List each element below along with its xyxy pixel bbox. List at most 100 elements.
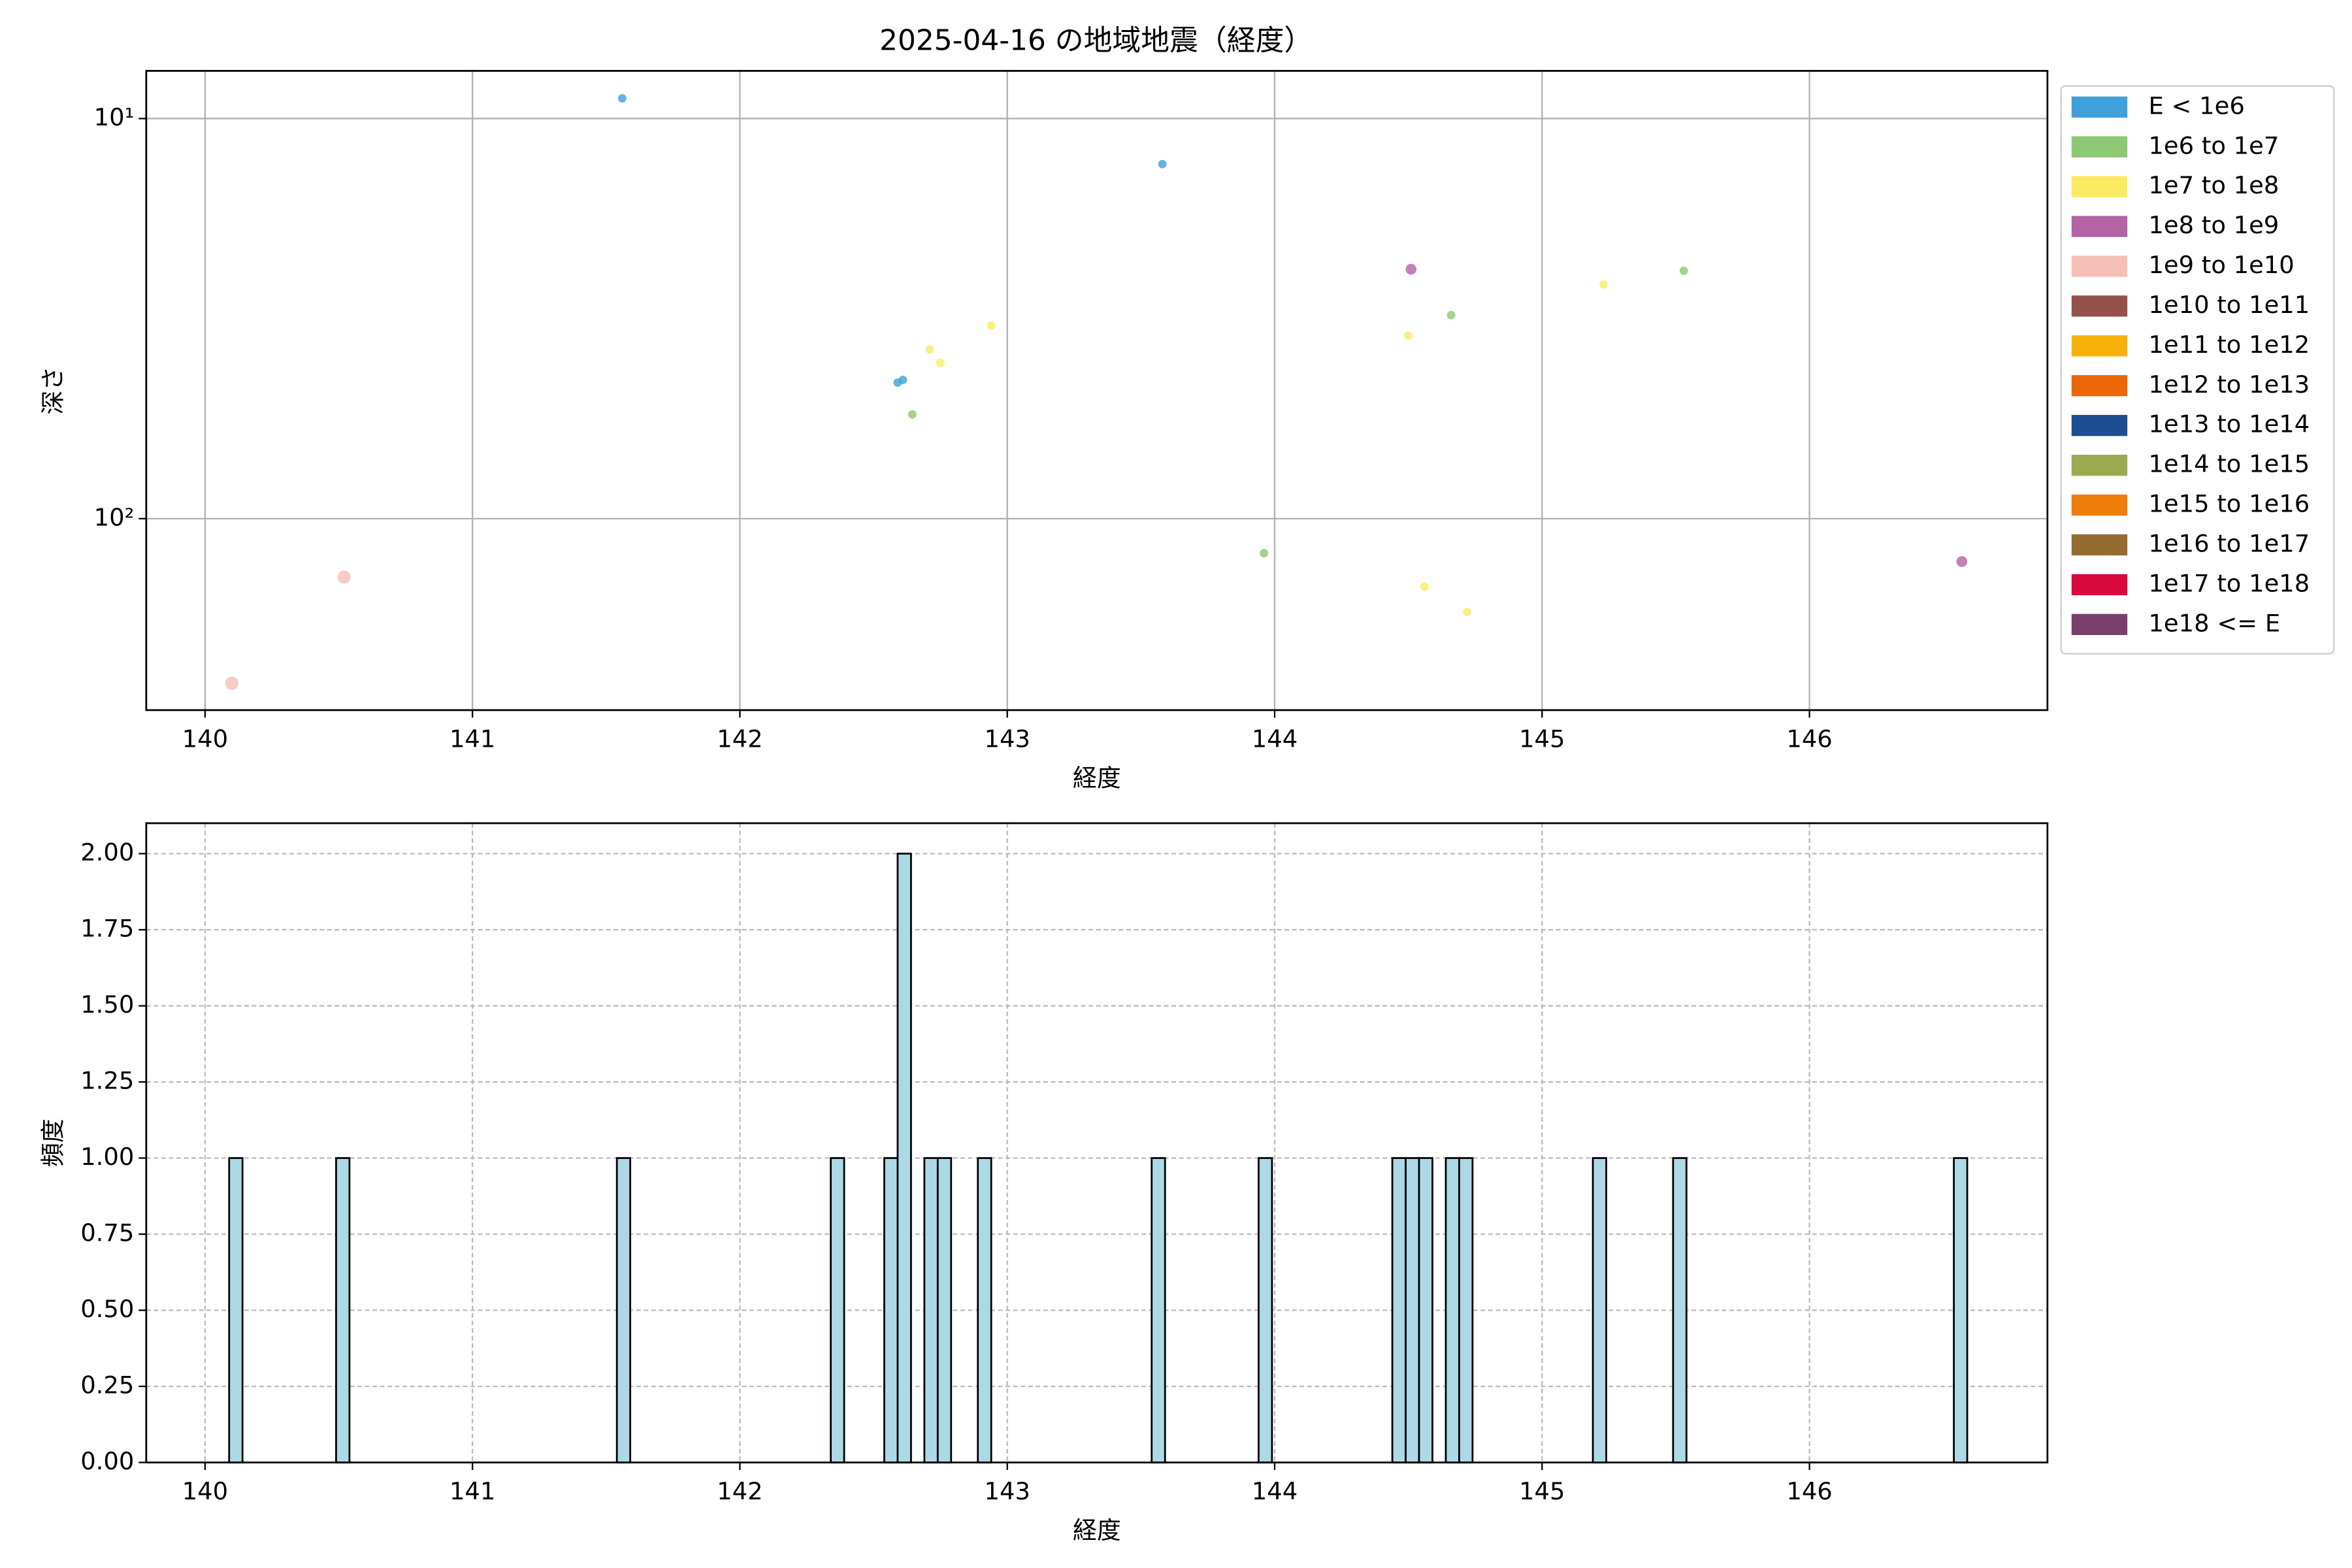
data-point (936, 358, 945, 367)
legend-swatch (2071, 613, 2128, 635)
x-tick-label: 142 (717, 725, 762, 753)
legend-label: 1e7 to 1e8 (2148, 171, 2279, 199)
data-point (1956, 556, 1968, 567)
x-tick-label: 140 (182, 725, 228, 753)
histogram-bar (1592, 1157, 1607, 1463)
y-tick-label: 2.00 (80, 838, 134, 866)
legend-label: 1e15 to 1e16 (2148, 490, 2310, 518)
x-tick-label: 145 (1519, 725, 1565, 753)
y-tick-label: 1.50 (80, 990, 134, 1019)
legend-box (2060, 85, 2335, 655)
data-point (1679, 266, 1688, 275)
legend-swatch (2071, 96, 2128, 118)
data-point (1404, 331, 1413, 340)
x-tick-label: 143 (985, 1477, 1030, 1505)
legend-label: E < 1e6 (2148, 91, 2244, 120)
data-point (337, 570, 351, 584)
x-tick-label: 141 (449, 725, 495, 753)
histogram-bar (977, 1157, 992, 1463)
x-tick-label: 146 (1786, 1477, 1832, 1505)
y-tick-label: 0.50 (80, 1295, 134, 1323)
data-point (907, 410, 917, 419)
histogram-bar (615, 1157, 632, 1463)
y-axis-label: 深さ (39, 367, 67, 415)
histogram-bar (883, 1157, 899, 1463)
histogram-bar (1458, 1157, 1474, 1463)
legend-label: 1e10 to 1e11 (2148, 291, 2310, 319)
histogram-bar (335, 1157, 351, 1463)
x-tick-label: 140 (182, 1477, 228, 1505)
y-tick-label: 10¹ (94, 103, 135, 131)
histogram-bar (1672, 1157, 1688, 1463)
data-point (1420, 582, 1429, 591)
histogram-bar (1445, 1157, 1460, 1463)
histogram-bar (1151, 1157, 1166, 1463)
y-tick-label: 0.75 (80, 1219, 134, 1247)
data-point (1446, 310, 1456, 319)
x-tick-label: 145 (1519, 1477, 1565, 1505)
legend-swatch (2071, 136, 2128, 157)
x-tick-label: 143 (985, 725, 1030, 753)
histogram-bar (228, 1157, 244, 1463)
x-tick-label: 141 (449, 1477, 495, 1505)
data-point (898, 376, 907, 384)
data-point (987, 321, 996, 330)
histogram-bar (936, 1157, 953, 1463)
legend-label: 1e16 to 1e17 (2148, 530, 2310, 558)
legend-swatch (2071, 375, 2128, 397)
legend-swatch (2071, 295, 2128, 317)
x-axis-label: 経度 (1073, 1516, 1121, 1544)
y-axis-label: 頻度 (39, 1119, 67, 1167)
histogram-bar (1418, 1157, 1433, 1463)
histogram-bar (1953, 1157, 1968, 1463)
legend-swatch (2071, 415, 2128, 436)
y-tick-label: 1.00 (80, 1143, 134, 1171)
histogram-bar (923, 1157, 939, 1463)
legend-swatch (2071, 176, 2128, 197)
histogram-bar (1405, 1157, 1420, 1463)
data-point (925, 345, 934, 354)
data-point (1260, 549, 1269, 558)
legend-label: 1e14 to 1e15 (2148, 450, 2310, 478)
y-tick-label: 0.00 (80, 1447, 134, 1475)
x-axis-label: 経度 (1073, 764, 1121, 792)
data-point (225, 676, 238, 691)
data-point (617, 93, 627, 103)
legend-label: 1e9 to 1e10 (2148, 251, 2294, 279)
histogram-bar (1391, 1157, 1407, 1463)
histogram-bar (1258, 1157, 1273, 1463)
histogram-bar (896, 853, 912, 1463)
data-point (1158, 159, 1167, 169)
legend-swatch (2071, 574, 2128, 596)
legend-swatch (2071, 255, 2128, 277)
y-tick-label: 1.75 (80, 915, 134, 943)
legend-label: 1e6 to 1e7 (2148, 131, 2279, 159)
legend-label: 1e17 to 1e18 (2148, 569, 2310, 597)
data-point (1405, 263, 1417, 275)
data-point (1463, 608, 1472, 616)
legend-label: 1e11 to 1e12 (2148, 331, 2310, 359)
legend-swatch (2071, 455, 2128, 476)
y-tick-label: 0.25 (80, 1371, 134, 1399)
plot-frame (145, 822, 2049, 1463)
histogram-bar (830, 1157, 845, 1463)
legend-swatch (2071, 216, 2128, 237)
legend-label: 1e13 to 1e14 (2148, 410, 2310, 438)
y-tick-label: 10² (94, 503, 135, 531)
y-tick-label: 1.25 (80, 1067, 134, 1095)
x-tick-label: 142 (717, 1477, 762, 1505)
plot-frame (145, 70, 2049, 711)
x-tick-label: 144 (1252, 1477, 1298, 1505)
legend-label: 1e12 to 1e13 (2148, 370, 2310, 399)
legend-label: 1e18 <= E (2148, 609, 2280, 637)
chart-title: 2025-04-16 の地域地震（経度） (879, 24, 1313, 57)
legend-swatch (2071, 534, 2128, 556)
legend-swatch (2071, 494, 2128, 516)
x-tick-label: 144 (1252, 725, 1298, 753)
legend-label: 1e8 to 1e9 (2148, 211, 2279, 239)
data-point (1599, 280, 1608, 289)
legend-swatch (2071, 335, 2128, 357)
